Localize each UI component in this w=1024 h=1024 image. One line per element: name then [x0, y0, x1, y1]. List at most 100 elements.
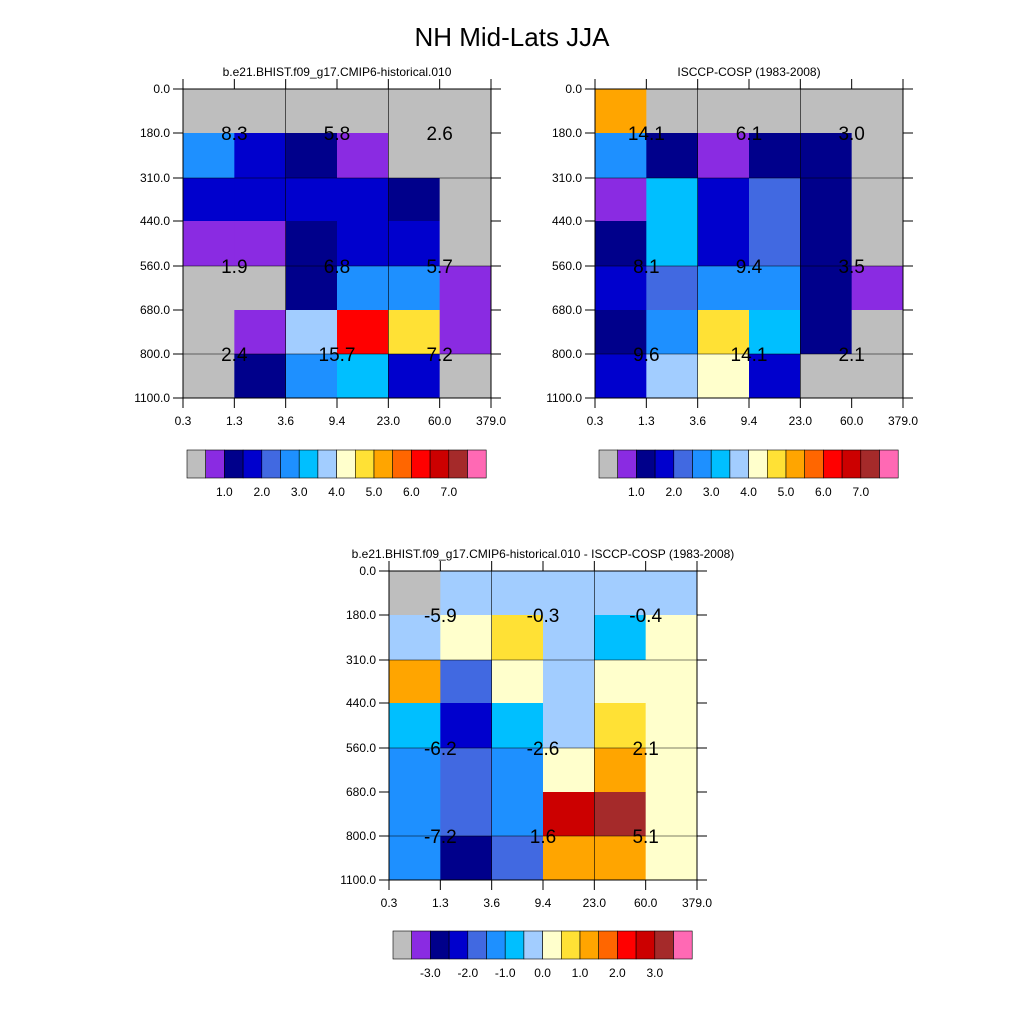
cell-value-label: 2.6: [426, 124, 452, 145]
x-tick-label: 0.3: [175, 414, 192, 428]
colorbar-label: 2.0: [253, 485, 270, 499]
heatmap-cell: [697, 310, 750, 355]
heatmap-cell: [439, 221, 492, 267]
colorbar-label: 6.0: [815, 485, 832, 499]
x-tick-label: 3.6: [483, 896, 500, 910]
colorbar-swatch: [429, 449, 450, 479]
colorbar-swatch: [467, 930, 487, 960]
heatmap-cell: [697, 89, 750, 134]
colorbar-label: 1.0: [572, 966, 589, 980]
heatmap-cell: [491, 703, 544, 749]
colorbar-swatch: [224, 449, 244, 479]
y-tick-label: 440.0: [140, 214, 170, 228]
x-tick-label: 379.0: [476, 414, 506, 428]
cell-value-label: 9.6: [633, 345, 659, 366]
colorbar-swatch: [598, 449, 619, 479]
y-tick-label: 560.0: [346, 741, 376, 755]
heatmap-cell: [337, 133, 389, 179]
colorbar-swatch: [205, 449, 225, 479]
heatmap-cell: [749, 354, 801, 399]
heatmap-cell: [285, 178, 338, 222]
heatmap-cell: [389, 792, 441, 837]
heatmap-cell: [234, 178, 287, 222]
colorbar-swatch: [785, 449, 806, 479]
heatmap-cell: [851, 354, 904, 399]
colorbar-swatch: [261, 449, 281, 479]
y-tick-label: 560.0: [140, 259, 170, 273]
panel-title: ISCCP-COSP (1983-2008): [677, 65, 820, 79]
x-tick-label: 23.0: [583, 896, 607, 910]
heatmap-cell: [645, 660, 698, 704]
heatmap-cell: [645, 792, 698, 837]
heatmap-cell: [440, 615, 493, 661]
cell-value-label: 5.8: [324, 124, 350, 145]
heatmap-cell: [183, 89, 235, 134]
colorbar-swatch: [729, 449, 749, 479]
heatmap-cell: [800, 89, 853, 134]
x-tick-label: 9.4: [329, 414, 346, 428]
heatmap-cell: [594, 615, 647, 661]
colorbar-swatch: [617, 449, 637, 479]
x-tick-label: 9.4: [741, 414, 758, 428]
cell-value-label: -0.3: [527, 606, 560, 627]
heatmap-cell: [388, 133, 441, 179]
y-tick-label: 800.0: [140, 347, 170, 361]
colorbar-swatch: [411, 930, 431, 960]
heatmap-cell: [285, 89, 338, 134]
colorbar-swatch: [766, 449, 787, 479]
colorbar-label: 3.0: [646, 966, 663, 980]
heatmap-cell: [234, 133, 287, 179]
heatmap-cell: [439, 266, 492, 311]
y-tick-label: 1100.0: [134, 391, 170, 405]
colorbar-swatch: [579, 930, 600, 960]
cell-value-label: 14.1: [628, 124, 665, 145]
colorbar-swatch: [804, 449, 824, 479]
y-tick-label: 0.0: [359, 564, 376, 578]
heatmap-cell: [800, 354, 853, 399]
heatmap-cell: [183, 310, 235, 355]
heatmap-cell: [389, 703, 441, 749]
cell-value-label: 3.5: [838, 257, 864, 278]
cell-value-label: -2.6: [527, 739, 560, 760]
cell-value-label: 6.1: [736, 124, 762, 145]
colorbar-swatch: [504, 930, 525, 960]
heatmap-cell: [697, 354, 750, 399]
colorbar-swatch: [823, 449, 843, 479]
colorbar-swatch: [354, 449, 375, 479]
colorbar-label: 4.0: [328, 485, 345, 499]
colorbar-swatch: [710, 449, 731, 479]
cell-value-label: 5.1: [632, 827, 658, 848]
cell-value-label: -7.2: [424, 827, 457, 848]
y-tick-label: 180.0: [346, 608, 376, 622]
cell-value-label: 1.9: [221, 257, 247, 278]
heatmap-cell: [491, 748, 544, 793]
colorbar-swatch: [298, 449, 319, 479]
heatmap-cell: [440, 792, 493, 837]
heatmap-cell: [697, 133, 750, 179]
colorbar-swatch: [673, 449, 693, 479]
heatmap-cell: [440, 660, 493, 704]
heatmap-cell: [183, 266, 235, 311]
colorbar-swatch: [467, 449, 487, 479]
cell-value-label: 2.1: [632, 739, 658, 760]
y-tick-label: 800.0: [346, 829, 376, 843]
heatmap-cell: [749, 221, 801, 267]
heatmap-cell: [388, 354, 441, 399]
x-tick-label: 379.0: [682, 896, 712, 910]
heatmap-cell: [491, 660, 544, 704]
cell-value-label: 7.2: [426, 345, 452, 366]
heatmap-cell: [285, 266, 338, 311]
x-tick-label: 0.3: [381, 896, 398, 910]
cell-value-label: -6.2: [424, 739, 457, 760]
heatmap-cell: [595, 310, 647, 355]
colorbar-swatch: [841, 449, 862, 479]
heatmap-cell: [697, 221, 750, 267]
heatmap-cell: [388, 221, 441, 267]
colorbar-swatch: [392, 449, 412, 479]
heatmap-cell: [851, 178, 904, 222]
heatmap-cell: [595, 354, 647, 399]
heatmap-cell: [543, 571, 595, 616]
heatmap-cell: [439, 89, 492, 134]
colorbar-swatch: [654, 930, 674, 960]
heatmap-cell: [389, 748, 441, 793]
